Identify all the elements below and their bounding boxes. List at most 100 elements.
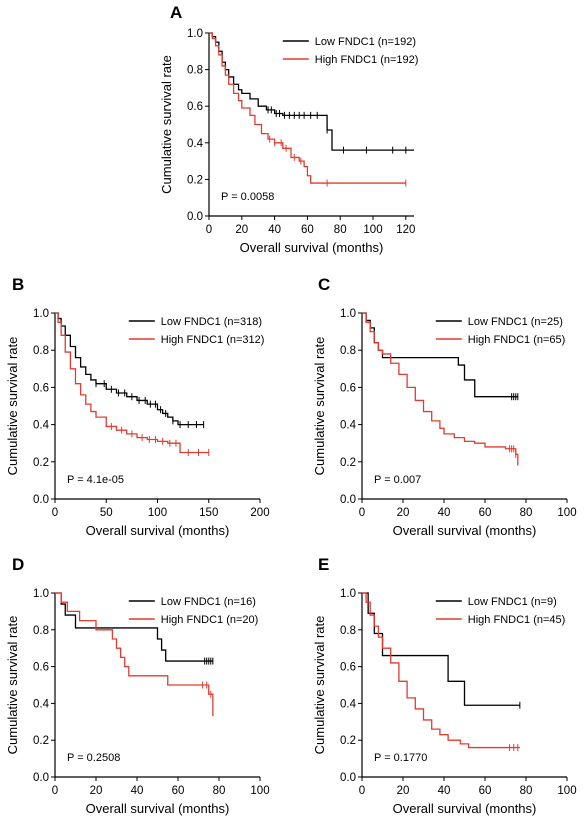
survival-curve [55, 312, 209, 454]
panel-letter: B [12, 275, 24, 294]
p-value-annotation: P = 0.1770 [374, 752, 427, 764]
y-tick-label: 0.4 [340, 698, 357, 710]
survival-curve [362, 312, 519, 466]
p-value-annotation: P = 0.2508 [67, 752, 120, 764]
y-axis-title: Cumulative survival rate [5, 337, 20, 476]
survival-curve [362, 592, 520, 749]
x-tick-label: 60 [301, 224, 314, 236]
x-tick-label: 100 [363, 224, 382, 236]
x-tick-label: 20 [90, 785, 103, 797]
panel-letter: D [12, 555, 24, 574]
y-tick-label: 1.0 [340, 308, 356, 320]
series-low-fndc1: Low FNDC1 (n=16) [55, 592, 256, 665]
x-tick-label: 100 [557, 507, 576, 519]
y-tick-label: 0.4 [33, 698, 50, 710]
panel-a: A 0.0 0.2 0.4 0.6 0.8 1.0 0 20 40 60 80 100 120 Overal… [159, 3, 418, 255]
y-tick-label: 0.2 [33, 735, 49, 747]
y-tick-label: 0.6 [187, 101, 203, 113]
panel-letter: E [318, 555, 329, 574]
panel-letter: C [318, 275, 330, 294]
panel-e: E 0.0 0.2 0.4 0.6 0.8 1.0 0 20 40 60 80 100 Overall s… [312, 555, 577, 816]
series-low-fndc1: Low FNDC1 (n=192) [209, 32, 416, 154]
x-tick-label: 0 [359, 785, 365, 797]
panel-c: C 0.0 0.2 0.4 0.6 0.8 1.0 0 20 40 60 80 100 Overall s… [312, 275, 577, 538]
y-axis-title: Cumulative survival rate [5, 616, 20, 755]
x-tick-label: 20 [397, 507, 410, 519]
x-axis-title: Overall survival (months) [86, 801, 230, 816]
x-tick-label: 80 [213, 785, 226, 797]
legend-label: High FNDC1 (n=45) [468, 614, 566, 626]
y-tick-label: 0.2 [340, 735, 356, 747]
x-axis-title: Overall survival (months) [86, 523, 230, 538]
y-tick-label: 0.0 [187, 211, 203, 223]
legend-label: Low FNDC1 (n=25) [468, 316, 563, 328]
x-axis-title: Overall survival (months) [240, 240, 384, 255]
x-tick-label: 100 [557, 785, 576, 797]
legend-label: High FNDC1 (n=312) [161, 334, 265, 346]
p-value-annotation: P = 0.007 [374, 474, 421, 486]
x-tick-label: 20 [397, 785, 410, 797]
survival-curve [362, 592, 520, 706]
series-low-fndc1: Low FNDC1 (n=318) [55, 312, 262, 429]
x-tick-label: 80 [520, 507, 533, 519]
x-tick-label: 60 [172, 785, 185, 797]
y-tick-label: 0.8 [33, 345, 49, 357]
legend-label: Low FNDC1 (n=192) [315, 36, 416, 48]
panel-b: B 0.0 0.2 0.4 0.6 0.8 1.0 0 50 100 150 200 Overall s… [5, 275, 270, 538]
y-tick-label: 0.8 [340, 625, 356, 637]
x-tick-label: 60 [479, 785, 492, 797]
series-high-fndc1: High FNDC1 (n=312) [55, 312, 265, 456]
y-tick-label: 0.8 [187, 65, 203, 77]
legend-label: High FNDC1 (n=20) [161, 614, 259, 626]
x-tick-label: 200 [250, 507, 269, 519]
y-tick-label: 1.0 [187, 28, 203, 40]
x-tick-label: 0 [52, 785, 58, 797]
y-tick-label: 0.2 [187, 174, 203, 186]
y-tick-label: 1.0 [340, 588, 356, 600]
p-value-annotation: P = 0.0058 [221, 191, 274, 203]
y-tick-label: 0.0 [33, 772, 49, 784]
y-tick-label: 0.2 [33, 457, 49, 469]
legend-label: High FNDC1 (n=192) [315, 54, 419, 66]
panel-letter: A [170, 3, 182, 22]
x-tick-label: 40 [131, 785, 144, 797]
survival-curve [55, 592, 214, 717]
x-axis-title: Overall survival (months) [393, 523, 537, 538]
x-tick-label: 80 [334, 224, 347, 236]
series-high-fndc1: High FNDC1 (n=192) [209, 32, 419, 187]
series-high-fndc1: High FNDC1 (n=65) [362, 312, 565, 466]
y-tick-label: 0.6 [340, 382, 356, 394]
y-tick-label: 0.6 [33, 382, 49, 394]
y-tick-label: 0.4 [187, 138, 204, 150]
x-tick-label: 80 [520, 785, 533, 797]
y-tick-label: 1.0 [33, 588, 49, 600]
legend-label: Low FNDC1 (n=9) [468, 596, 557, 608]
x-tick-label: 0 [359, 507, 365, 519]
series-low-fndc1: Low FNDC1 (n=9) [362, 592, 557, 709]
x-tick-label: 50 [100, 507, 113, 519]
x-tick-label: 120 [396, 224, 415, 236]
x-tick-label: 100 [148, 507, 167, 519]
y-axis-title: Cumulative survival rate [312, 337, 327, 476]
series-low-fndc1: Low FNDC1 (n=25) [362, 312, 563, 401]
y-tick-label: 1.0 [33, 308, 49, 320]
y-tick-label: 0.4 [33, 420, 50, 432]
x-axis-title: Overall survival (months) [393, 801, 537, 816]
y-tick-label: 0.0 [340, 772, 356, 784]
survival-curve [55, 312, 204, 426]
x-tick-label: 0 [206, 224, 212, 236]
x-tick-label: 150 [199, 507, 218, 519]
y-tick-label: 0.6 [33, 662, 49, 674]
legend-label: Low FNDC1 (n=16) [161, 596, 256, 608]
y-tick-label: 0.4 [340, 420, 357, 432]
y-axis-title: Cumulative survival rate [159, 55, 174, 194]
x-tick-label: 20 [235, 224, 248, 236]
survival-curve [209, 32, 414, 151]
x-tick-label: 40 [438, 785, 451, 797]
x-tick-label: 0 [52, 507, 58, 519]
x-tick-label: 100 [250, 785, 269, 797]
y-tick-label: 0.8 [33, 625, 49, 637]
y-tick-label: 0.6 [340, 662, 356, 674]
y-axis-title: Cumulative survival rate [312, 616, 327, 755]
